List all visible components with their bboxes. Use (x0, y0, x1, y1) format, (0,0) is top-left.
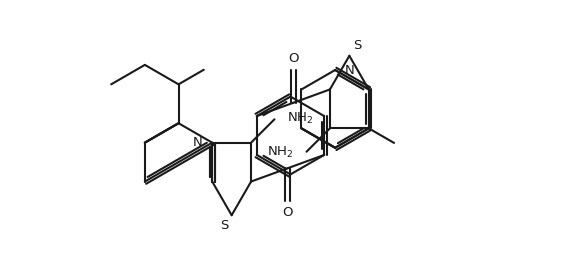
Text: NH$_2$: NH$_2$ (288, 111, 314, 126)
Text: S: S (353, 39, 361, 52)
Text: S: S (220, 219, 228, 232)
Text: O: O (288, 52, 299, 65)
Text: O: O (282, 206, 293, 219)
Text: N: N (193, 136, 203, 149)
Text: N: N (345, 63, 354, 76)
Text: NH$_2$: NH$_2$ (267, 145, 293, 160)
